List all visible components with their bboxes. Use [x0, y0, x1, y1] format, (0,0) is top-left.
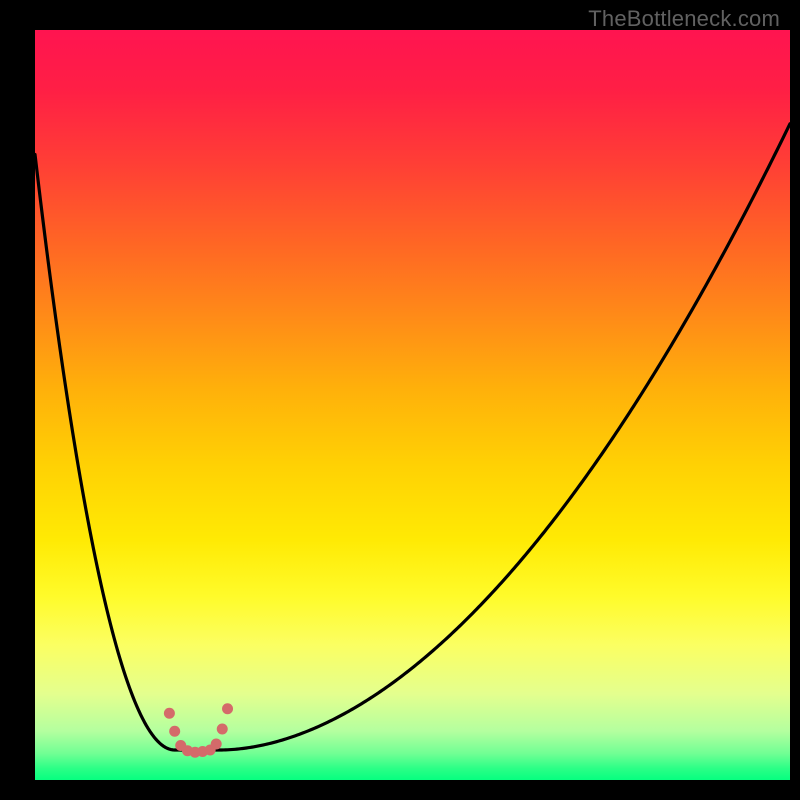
dip-marker: [211, 739, 222, 750]
outer-frame: TheBottleneck.com: [0, 0, 800, 800]
plot-area: [35, 30, 790, 780]
bottleneck-curve-chart: [35, 30, 790, 780]
dip-marker: [222, 703, 233, 714]
watermark-text: TheBottleneck.com: [588, 6, 780, 32]
dip-marker: [164, 708, 175, 719]
dip-marker: [169, 726, 180, 737]
dip-marker: [217, 724, 228, 735]
